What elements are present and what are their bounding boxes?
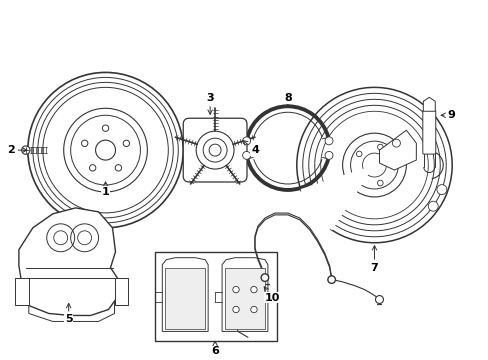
Circle shape: [377, 144, 383, 150]
Polygon shape: [162, 258, 208, 332]
Polygon shape: [19, 208, 118, 315]
Text: 2: 2: [7, 145, 27, 155]
Circle shape: [325, 137, 332, 145]
Circle shape: [392, 139, 400, 147]
Circle shape: [390, 162, 395, 168]
Text: 1: 1: [102, 182, 109, 197]
Polygon shape: [379, 130, 415, 170]
Polygon shape: [15, 278, 29, 305]
Text: 7: 7: [370, 246, 378, 273]
Circle shape: [250, 306, 257, 313]
Circle shape: [325, 152, 332, 159]
Circle shape: [427, 201, 437, 211]
Circle shape: [327, 276, 335, 283]
Text: 8: 8: [284, 93, 291, 104]
Circle shape: [81, 140, 88, 147]
Polygon shape: [423, 97, 434, 111]
Wedge shape: [299, 165, 374, 230]
FancyBboxPatch shape: [183, 118, 246, 182]
Polygon shape: [165, 268, 205, 329]
Circle shape: [377, 180, 383, 186]
Text: 5: 5: [65, 303, 72, 324]
FancyBboxPatch shape: [422, 110, 435, 154]
Circle shape: [21, 146, 30, 154]
Circle shape: [362, 153, 386, 177]
Bar: [155, 252, 276, 341]
Circle shape: [209, 144, 221, 156]
Circle shape: [89, 165, 96, 171]
Circle shape: [115, 165, 122, 171]
Circle shape: [102, 125, 108, 131]
Circle shape: [95, 140, 115, 160]
Circle shape: [375, 296, 383, 303]
Circle shape: [242, 152, 250, 159]
Text: 6: 6: [211, 341, 219, 356]
Polygon shape: [29, 278, 114, 321]
Circle shape: [242, 137, 250, 145]
Wedge shape: [300, 165, 374, 230]
Polygon shape: [224, 268, 264, 329]
Circle shape: [356, 174, 361, 179]
Circle shape: [123, 140, 129, 147]
Text: 9: 9: [440, 110, 454, 120]
Circle shape: [250, 287, 257, 293]
Circle shape: [232, 287, 239, 293]
Text: 3: 3: [206, 93, 214, 114]
Circle shape: [356, 151, 361, 157]
Circle shape: [261, 274, 268, 282]
Circle shape: [436, 185, 446, 194]
Polygon shape: [222, 258, 267, 332]
Polygon shape: [114, 278, 128, 305]
Text: 10: 10: [264, 287, 279, 302]
Circle shape: [232, 306, 239, 313]
Text: 4: 4: [243, 140, 258, 155]
